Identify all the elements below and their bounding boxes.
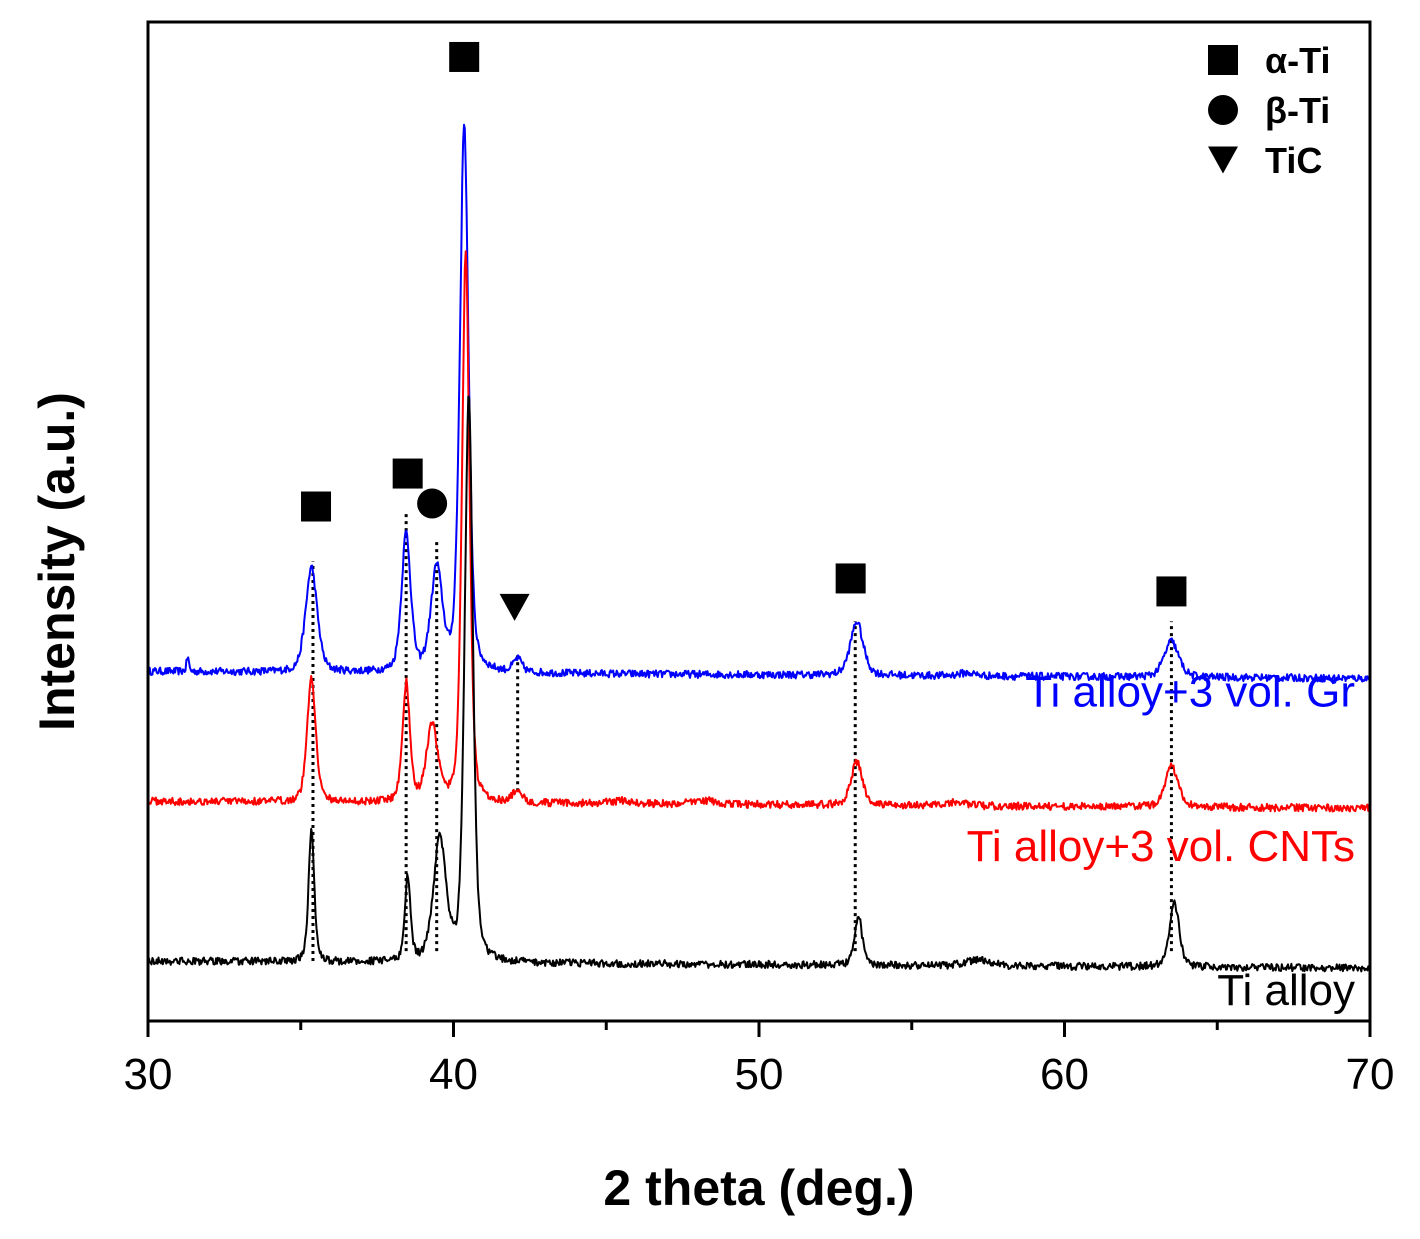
series-line [147,250,1371,813]
phase-marker-square [835,563,866,594]
phase-marker-square [301,491,332,522]
legend-label: β-Ti [1265,90,1330,131]
x-tick-label: 70 [1346,1050,1395,1099]
phase-marker-triangle-down [499,593,530,621]
phase-markers [301,41,1187,621]
x-tick-label: 30 [124,1050,173,1099]
x-tick-label: 60 [1040,1050,1089,1099]
x-axis-title: 2 theta (deg.) [603,1160,914,1216]
y-axis-title: Intensity (a.u.) [29,392,85,731]
series-line [147,123,1371,683]
series-label: Ti alloy+3 vol. CNTs [967,822,1355,871]
x-tick-label: 40 [429,1050,478,1099]
phase-marker-square [392,458,423,489]
legend-marker-square [1208,45,1238,75]
legend-marker-triangle-down [1208,146,1238,174]
legend-marker-circle [1208,95,1238,125]
legend-label: TiC [1265,140,1322,181]
phase-marker-square [449,41,480,72]
x-tick-label: 50 [735,1050,784,1099]
legend-label: α-Ti [1265,40,1330,81]
legend: α-Ti β-Ti TiC [1208,40,1330,181]
reference-lines [311,511,1173,962]
series-label: Ti alloy [1217,966,1355,1015]
x-axis-ticks: 30 40 50 60 70 [124,1021,1395,1099]
series-layer [147,123,1371,973]
series-line [147,395,1371,973]
series-labels: Ti alloy+3 vol. Gr Ti alloy+3 vol. CNTs Ti… [967,667,1355,1015]
series-label: Ti alloy+3 vol. Gr [1025,667,1355,716]
phase-marker-circle [417,488,448,519]
phase-marker-square [1156,576,1187,607]
